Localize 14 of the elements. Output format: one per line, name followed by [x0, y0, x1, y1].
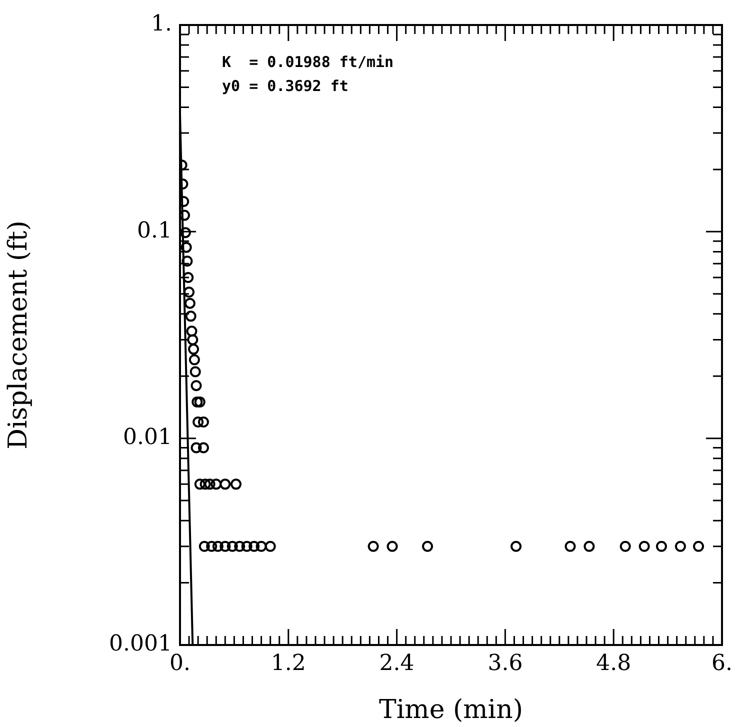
x-axis-title: Time (min) [379, 695, 523, 726]
annotation: y0 = 0.3692 ft [222, 76, 348, 95]
x-tick-label: 1.2 [270, 650, 306, 676]
y-axis-title: Displacement (ft) [3, 220, 34, 450]
x-tick-label: 4.8 [596, 650, 632, 676]
x-tick-label: 0. [170, 650, 190, 676]
y-tick-label: 0.001 [109, 632, 172, 657]
x-tick-label: 2.4 [379, 650, 414, 676]
y-tick-label: 1. [151, 12, 172, 37]
y-tick-label: 0.1 [137, 218, 172, 244]
x-tick-label: 3.6 [488, 650, 523, 676]
annotation: K = 0.01988 ft/min [222, 52, 394, 71]
x-tick-label: 6. [712, 650, 732, 676]
y-tick-label: 0.01 [123, 425, 172, 450]
